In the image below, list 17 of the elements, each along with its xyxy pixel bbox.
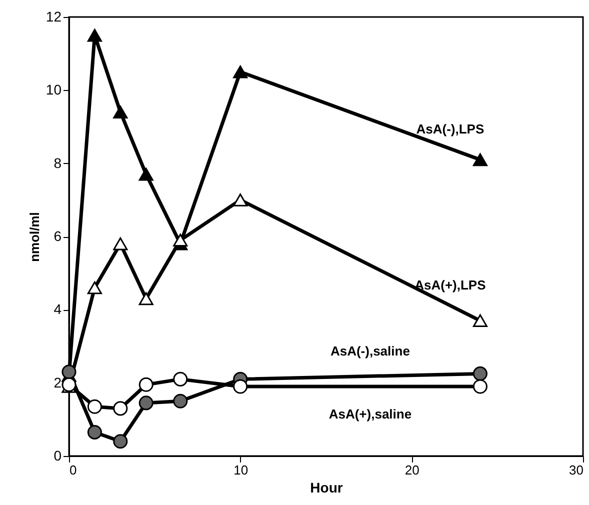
x-tick-label: 10: [234, 462, 248, 478]
x-tick-label: 0: [70, 462, 77, 478]
series-label: AsA(+),saline: [328, 406, 412, 422]
x-tick-label: 30: [569, 462, 584, 478]
x-tick-label: 20: [404, 462, 420, 478]
y-tick-label: 0: [54, 448, 62, 464]
y-tick-label: 6: [54, 228, 62, 244]
y-tick-label: 2: [54, 374, 62, 390]
y-axis-title: nmol/ml: [26, 212, 42, 262]
y-tick-label: 10: [46, 82, 62, 98]
series-label: AsA(-),LPS: [416, 122, 484, 137]
y-tick-label: 4: [54, 301, 62, 318]
series-label: AsA(-),saline: [330, 344, 410, 359]
y-tick-label: 8: [54, 154, 62, 171]
x-axis-title: Hour: [310, 480, 344, 496]
series-label: AsA(+),LPS: [414, 278, 486, 293]
y-tick-label: 12: [46, 8, 62, 24]
